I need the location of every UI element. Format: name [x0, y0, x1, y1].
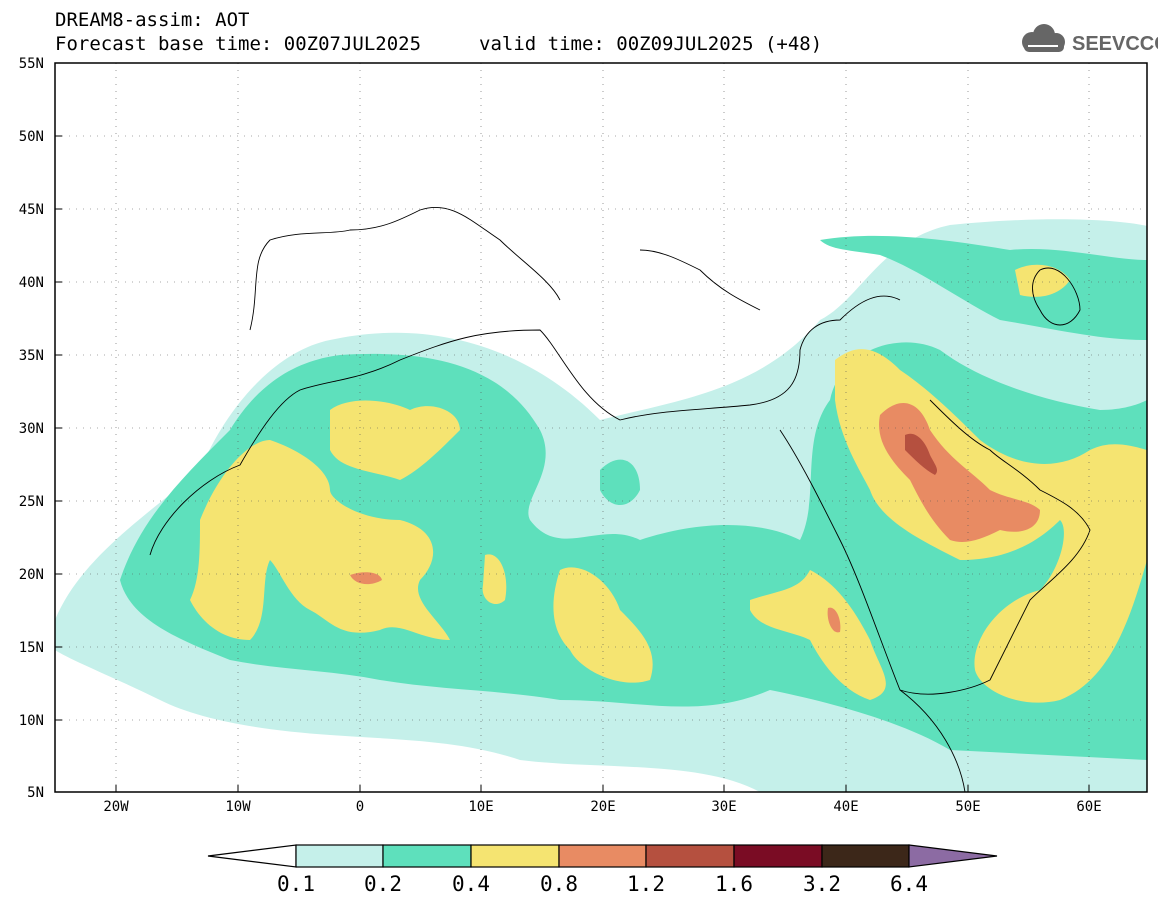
lon-labels: 20W 10W 0 10E 20E 30E 40E 50E 60E — [103, 799, 1101, 815]
lat-labels: 55N 50N 45N 40N 35N 30N 25N 20N 15N 10N … — [19, 56, 44, 801]
colorbar-swatch-2 — [382, 844, 472, 868]
lon-label-20e: 20E — [590, 799, 615, 815]
colorbar-swatch-3 — [470, 844, 560, 868]
logo-text: SEEVCCC — [1072, 33, 1158, 55]
lon-label-30e: 30E — [711, 799, 736, 815]
lon-label-20w: 20W — [103, 799, 129, 815]
colorbar-label-4: 1.2 — [627, 872, 665, 896]
colorbar-low-arrow — [207, 844, 297, 868]
lat-label-10n: 10N — [19, 713, 44, 729]
lon-label-40e: 40E — [833, 799, 858, 815]
lon-label-0: 0 — [356, 799, 364, 815]
lat-label-35n: 35N — [19, 348, 44, 364]
axis-ticks — [55, 135, 1090, 792]
colorbar-label-6: 3.2 — [803, 872, 841, 896]
lon-label-10e: 10E — [468, 799, 493, 815]
lat-label-5n: 5N — [27, 785, 44, 801]
lon-label-50e: 50E — [955, 799, 980, 815]
lon-label-60e: 60E — [1076, 799, 1101, 815]
aot-field — [55, 219, 1147, 792]
coastlines — [149, 206, 1091, 792]
colorbar-labels: 0.1 0.2 0.4 0.8 1.2 1.6 3.2 6.4 — [277, 872, 928, 896]
colorbar-swatch-1 — [295, 844, 384, 868]
lat-label-15n: 15N — [19, 640, 44, 656]
lat-label-55n: 55N — [19, 56, 44, 72]
graticule — [55, 63, 1147, 792]
colorbar-swatch-4 — [558, 844, 647, 868]
valid-time: valid time: 00Z09JUL2025 (+48) — [479, 33, 823, 55]
aot-level-1.2 — [905, 433, 938, 475]
colorbar-swatch-5 — [645, 844, 735, 868]
colorbar-label-1: 0.2 — [364, 872, 402, 896]
lat-label-50n: 50N — [19, 129, 44, 145]
colorbar-label-7: 6.4 — [890, 872, 928, 896]
seevccc-logo: SEEVCCC — [1022, 24, 1158, 55]
forecast-base-time: Forecast base time: 00Z07JUL2025 — [55, 33, 422, 55]
colorbar-swatch-6 — [733, 844, 823, 868]
colorbar-high-arrow — [908, 844, 998, 868]
lat-label-25n: 25N — [19, 494, 44, 510]
lat-label-30n: 30N — [19, 421, 44, 437]
lat-label-45n: 45N — [19, 202, 44, 218]
lon-label-10w: 10W — [225, 799, 251, 815]
colorbar — [207, 844, 998, 868]
colorbar-label-5: 1.6 — [715, 872, 753, 896]
colorbar-label-3: 0.8 — [540, 872, 578, 896]
colorbar-label-0: 0.1 — [277, 872, 315, 896]
colorbar-label-2: 0.4 — [452, 872, 490, 896]
lat-label-20n: 20N — [19, 567, 44, 583]
colorbar-swatch-7 — [821, 844, 910, 868]
lat-label-40n: 40N — [19, 275, 44, 291]
map-title: DREAM8-assim: AOT — [55, 9, 250, 31]
